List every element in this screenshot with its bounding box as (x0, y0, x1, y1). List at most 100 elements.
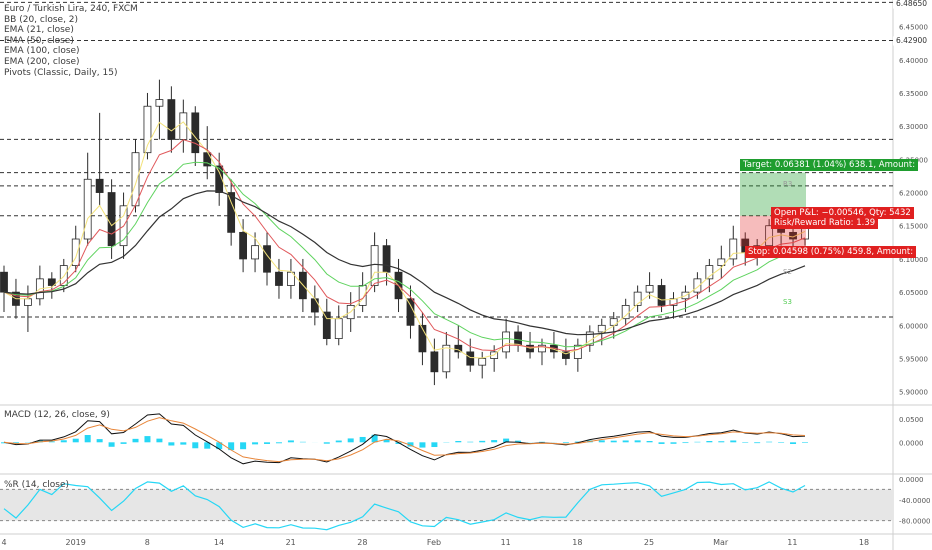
candle-body (645, 285, 654, 293)
candle-body (729, 238, 738, 260)
y-tick-label: 6.05000 (899, 289, 928, 297)
target-label: Target: 0.06381 (1.04%) 638.1, Amount: (740, 159, 919, 171)
macd-hist-bar (802, 442, 808, 443)
candle-body (155, 99, 164, 107)
x-tick-label: 28 (357, 538, 367, 547)
candle-body (657, 285, 666, 306)
macd-hist-bar (12, 442, 19, 444)
candle-body (287, 271, 295, 286)
candle-body (633, 291, 642, 306)
macd-hist-bar (264, 442, 271, 444)
candle-body (717, 258, 726, 266)
candle-body (167, 99, 176, 140)
ema200-line (3, 190, 806, 336)
macd-hist-bar (718, 441, 725, 443)
candle-body (442, 344, 451, 373)
candle-body (131, 152, 140, 207)
x-tick-label: Feb (427, 538, 441, 547)
candle-body (215, 165, 224, 193)
level-tag-648650: 6.48650 (893, 0, 932, 9)
macd-hist-bar (287, 440, 294, 443)
candle-body (251, 245, 259, 260)
candle-body (478, 358, 487, 366)
x-tick-label: 18 (859, 538, 869, 547)
wr-line (3, 481, 806, 531)
level-tag-642900-text: 6.42900 (896, 36, 928, 45)
candle-body (466, 351, 475, 366)
x-tick-label: 18 (572, 538, 582, 547)
macd-hist-bar (204, 442, 211, 449)
candle-body (561, 351, 570, 359)
pivot-s2: S2 (783, 268, 792, 276)
y-tick-label: 6.20000 (899, 190, 928, 198)
macd-pane-title: MACD (12, 26, close, 9) (4, 410, 110, 420)
macd-hist-bar (84, 435, 91, 443)
macd-tick-label: 0.0000 (899, 439, 924, 447)
candle-body (275, 271, 283, 286)
wr-band (0, 489, 893, 521)
candle-body (573, 344, 582, 359)
indicator-pivots: Pivots (Classic, Daily, 15) (4, 67, 118, 78)
y-tick-label: 6.10000 (899, 256, 928, 264)
pivot-s3: S3 (783, 298, 792, 306)
x-tick-label: 11 (787, 538, 797, 547)
candle-body (322, 311, 331, 340)
macd-hist-bar (275, 442, 282, 444)
macd-hist-bar (144, 436, 151, 443)
macd-hist-bar (252, 442, 259, 445)
indicator-ema200: EMA (200, close) (4, 56, 80, 67)
macd-hist-bar (407, 442, 414, 447)
indicator-bb: BB (20, close, 2) (4, 14, 79, 25)
macd-hist-bar (96, 439, 103, 443)
candle-body (765, 225, 774, 247)
candle-body (107, 192, 116, 247)
y-tick-label: 5.95000 (899, 356, 928, 364)
wr-tick-label: -80.0000 (899, 518, 930, 526)
indicator-ema100: EMA (100, close) (4, 46, 80, 57)
candle-body (143, 105, 152, 154)
candle-body (418, 324, 427, 353)
x-tick-label: 2019 (65, 538, 85, 547)
candle-body (597, 324, 606, 333)
wr-tick-label: 0.0000 (899, 476, 924, 484)
macd-hist-bar (562, 442, 569, 444)
candle-body (227, 192, 236, 233)
ema100-line (3, 161, 806, 348)
macd-hist-bar (108, 442, 115, 447)
macd-hist-bar (706, 441, 713, 443)
y-tick-label: 5.90000 (899, 389, 928, 397)
macd-hist-bar (419, 442, 426, 448)
x-tick-label: 25 (644, 538, 654, 547)
candle-body (514, 331, 522, 346)
candle-body (95, 178, 104, 193)
candle-body (191, 112, 200, 154)
macd-hist-bar (634, 440, 641, 443)
macd-hist-bar (120, 442, 127, 444)
macd-hist-bar (670, 442, 677, 444)
chart-legend: Euro / Turkish Lira, 240, FXCM BB (20, c… (4, 4, 138, 78)
candle-body (370, 245, 379, 286)
macd-hist-bar (180, 442, 187, 445)
macd-hist-bar (132, 438, 139, 443)
candle-body (310, 298, 319, 313)
y-tick-label: 6.30000 (899, 123, 928, 131)
macd-hist-bar (323, 442, 330, 444)
y-tick-label: 6.00000 (899, 322, 928, 330)
macd-hist-bar (359, 436, 366, 443)
x-tick-label: 4 (1, 538, 6, 547)
macd-hist-bar (216, 442, 223, 450)
candle-body (382, 245, 391, 273)
candle-body (47, 278, 56, 286)
macd-hist-bar (574, 441, 581, 443)
candle-body (502, 331, 511, 353)
candle-body (179, 112, 188, 140)
rr-ratio-label: Risk/Reward Ratio: 1.39 (771, 217, 879, 229)
y-tick-label: 6.45000 (899, 24, 928, 32)
candle-body (430, 351, 439, 373)
open-pnl-label: Open P&L: −0.00546, Qty: 5432 (771, 207, 914, 219)
macd-hist-bar (168, 442, 175, 446)
macd-hist-bar (431, 442, 438, 448)
candle-body (621, 305, 630, 320)
ema21-line (3, 121, 806, 359)
